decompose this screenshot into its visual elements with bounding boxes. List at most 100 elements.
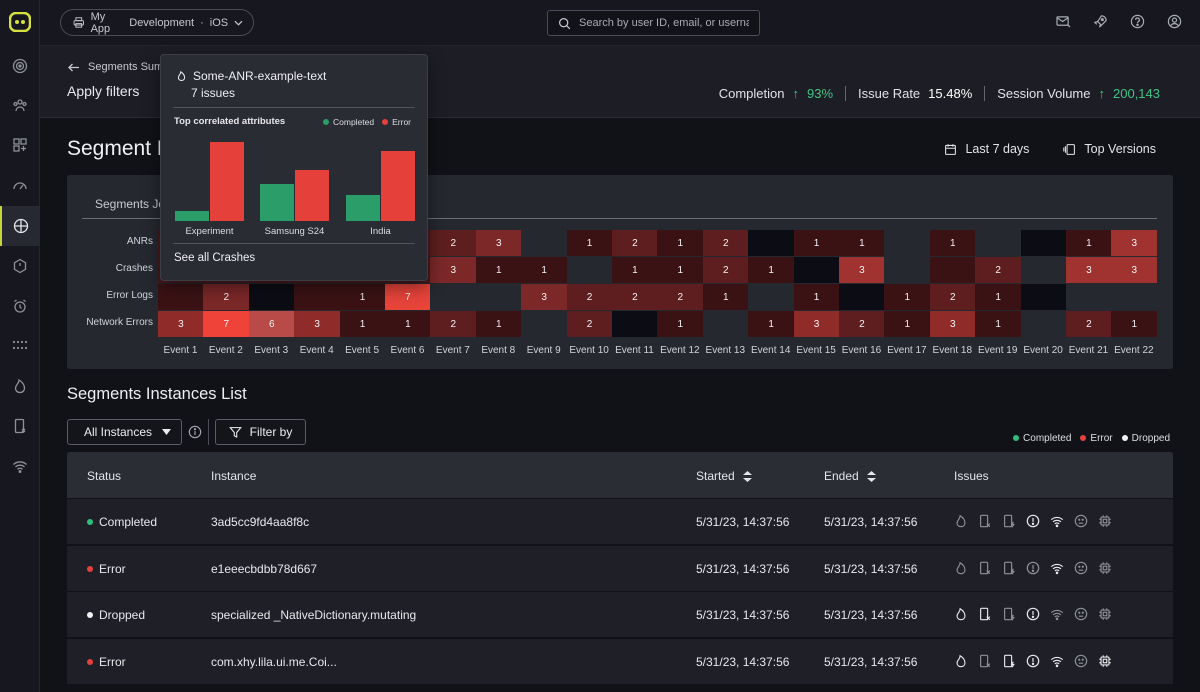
face-icon[interactable] [1073,606,1089,622]
heatmap-cell[interactable]: 1 [566,230,613,256]
heatmap-cell[interactable] [839,284,885,310]
cpu-icon[interactable] [1097,560,1113,576]
search-input[interactable] [579,17,749,29]
alert-circle-icon[interactable] [1025,653,1041,669]
flame-icon[interactable] [953,513,969,529]
heatmap-cell[interactable] [566,257,613,283]
widgets-icon[interactable] [0,125,40,165]
gauge-icon[interactable] [0,165,40,205]
segments-icon[interactable] [0,206,40,246]
heatmap-cell[interactable] [1020,257,1067,283]
app-logo-icon[interactable] [8,11,32,33]
heatmap-cell[interactable]: 1 [702,284,749,310]
heatmap-cell[interactable]: 2 [702,257,749,283]
heatmap-cell[interactable]: 1 [975,311,1022,337]
alarm-icon[interactable] [0,286,40,326]
heatmap-cell[interactable]: 3 [1111,257,1158,283]
heatmap-cell[interactable] [612,311,658,337]
heatmap-cell[interactable] [884,257,931,283]
heatmap-cell[interactable]: 2 [203,284,250,310]
heatmap-cell[interactable] [793,257,840,283]
heatmap-cell[interactable] [1066,284,1112,310]
heatmap-cell[interactable]: 3 [294,311,341,337]
heatmap-cell[interactable]: 2 [612,284,658,310]
alert-circle-icon[interactable] [1025,560,1041,576]
heatmap-cell[interactable] [1020,311,1067,337]
heatmap-cell[interactable] [748,284,795,310]
flame-icon[interactable] [953,560,969,576]
heatmap-cell[interactable]: 1 [475,311,522,337]
wifi-icon[interactable] [0,446,40,486]
face-icon[interactable] [1073,653,1089,669]
heatmap-cell[interactable]: 1 [657,311,704,337]
heatmap-cell[interactable]: 1 [929,230,976,256]
cpu-icon[interactable] [1097,513,1113,529]
hexagon-icon[interactable] [0,246,40,286]
heatmap-cell[interactable]: 2 [566,284,613,310]
heatmap-cell[interactable] [475,284,522,310]
filter-by-button[interactable]: Filter by [215,419,306,445]
heatmap-cell[interactable]: 3 [475,230,522,256]
heatmap-cell[interactable]: 2 [657,284,704,310]
heatmap-cell[interactable]: 3 [1066,257,1112,283]
heatmap-cell[interactable]: 1 [748,311,795,337]
heatmap-cell[interactable]: 2 [1066,311,1112,337]
heatmap-cell[interactable]: 1 [657,257,704,283]
wifi-icon[interactable] [1049,560,1065,576]
heatmap-cell[interactable]: 2 [839,311,885,337]
instance-cell[interactable]: com.xhy.lila.ui.me.Coi... [211,655,337,670]
radar-icon[interactable] [0,46,40,86]
wifi-icon[interactable] [1049,606,1065,622]
heatmap-cell[interactable]: 1 [385,311,431,337]
heatmap-cell[interactable]: 2 [430,311,477,337]
heatmap-cell[interactable] [1020,284,1067,310]
instance-cell[interactable]: e1eeecbdbb78d667 [211,561,318,576]
heatmap-cell[interactable] [975,230,1022,256]
alert-circle-icon[interactable] [1025,606,1041,622]
heatmap-cell[interactable] [702,311,749,337]
device-x-icon[interactable] [977,560,993,576]
flame-icon[interactable] [953,653,969,669]
heatmap-cell[interactable]: 3 [929,311,976,337]
device-x-icon[interactable] [977,513,993,529]
table-row[interactable]: Completed 3ad5cc9fd4aa8f8c 5/31/23, 14:37:… [67,499,1173,545]
heatmap-cell[interactable] [294,284,341,310]
device-x-icon[interactable] [977,653,993,669]
cpu-icon[interactable] [1097,653,1113,669]
device-x-icon[interactable] [977,606,993,622]
heatmap-cell[interactable]: 2 [702,230,749,256]
cpu-icon[interactable] [1097,606,1113,622]
face-icon[interactable] [1073,560,1089,576]
column-header-started[interactable]: Started [696,469,752,483]
mail-icon[interactable] [1055,12,1071,30]
heatmap-cell[interactable]: 2 [929,284,976,310]
see-all-crashes-link[interactable]: See all Crashes [174,252,256,264]
heatmap-cell[interactable]: 1 [612,257,658,283]
search-box[interactable] [547,10,760,36]
account-icon[interactable] [1166,12,1182,30]
heatmap-cell[interactable]: 6 [248,311,295,337]
table-row[interactable]: Dropped specialized _NativeDictionary.mut… [67,592,1173,639]
heatmap-cell[interactable] [929,257,976,283]
heatmap-cell[interactable]: 1 [748,257,795,283]
info-icon[interactable] [188,425,202,439]
instance-cell[interactable]: specialized _NativeDictionary.mutating [211,608,417,623]
heatmap-cell[interactable] [430,284,477,310]
heatmap-cell[interactable]: 1 [657,230,704,256]
rocket-icon[interactable] [1092,12,1108,30]
heatmap-cell[interactable] [521,230,568,256]
heatmap-cell[interactable]: 3 [839,257,885,283]
heatmap-cell[interactable]: 7 [385,284,431,310]
face-icon[interactable] [1073,513,1089,529]
heatmap-cell[interactable] [1020,230,1067,256]
heatmap-cell[interactable]: 1 [839,230,885,256]
device-icon[interactable] [0,406,40,446]
apply-filters-title[interactable]: Apply filters [67,83,140,99]
heatmap-cell[interactable]: 2 [430,230,477,256]
grid-dots-icon[interactable] [0,325,40,365]
help-icon[interactable] [1129,12,1145,30]
table-row[interactable]: Error com.xhy.lila.ui.me.Coi... 5/31/23, 1… [67,639,1173,686]
heatmap-cell[interactable]: 1 [339,284,386,310]
heatmap-cell[interactable]: 1 [884,284,931,310]
alert-circle-icon[interactable] [1025,513,1041,529]
